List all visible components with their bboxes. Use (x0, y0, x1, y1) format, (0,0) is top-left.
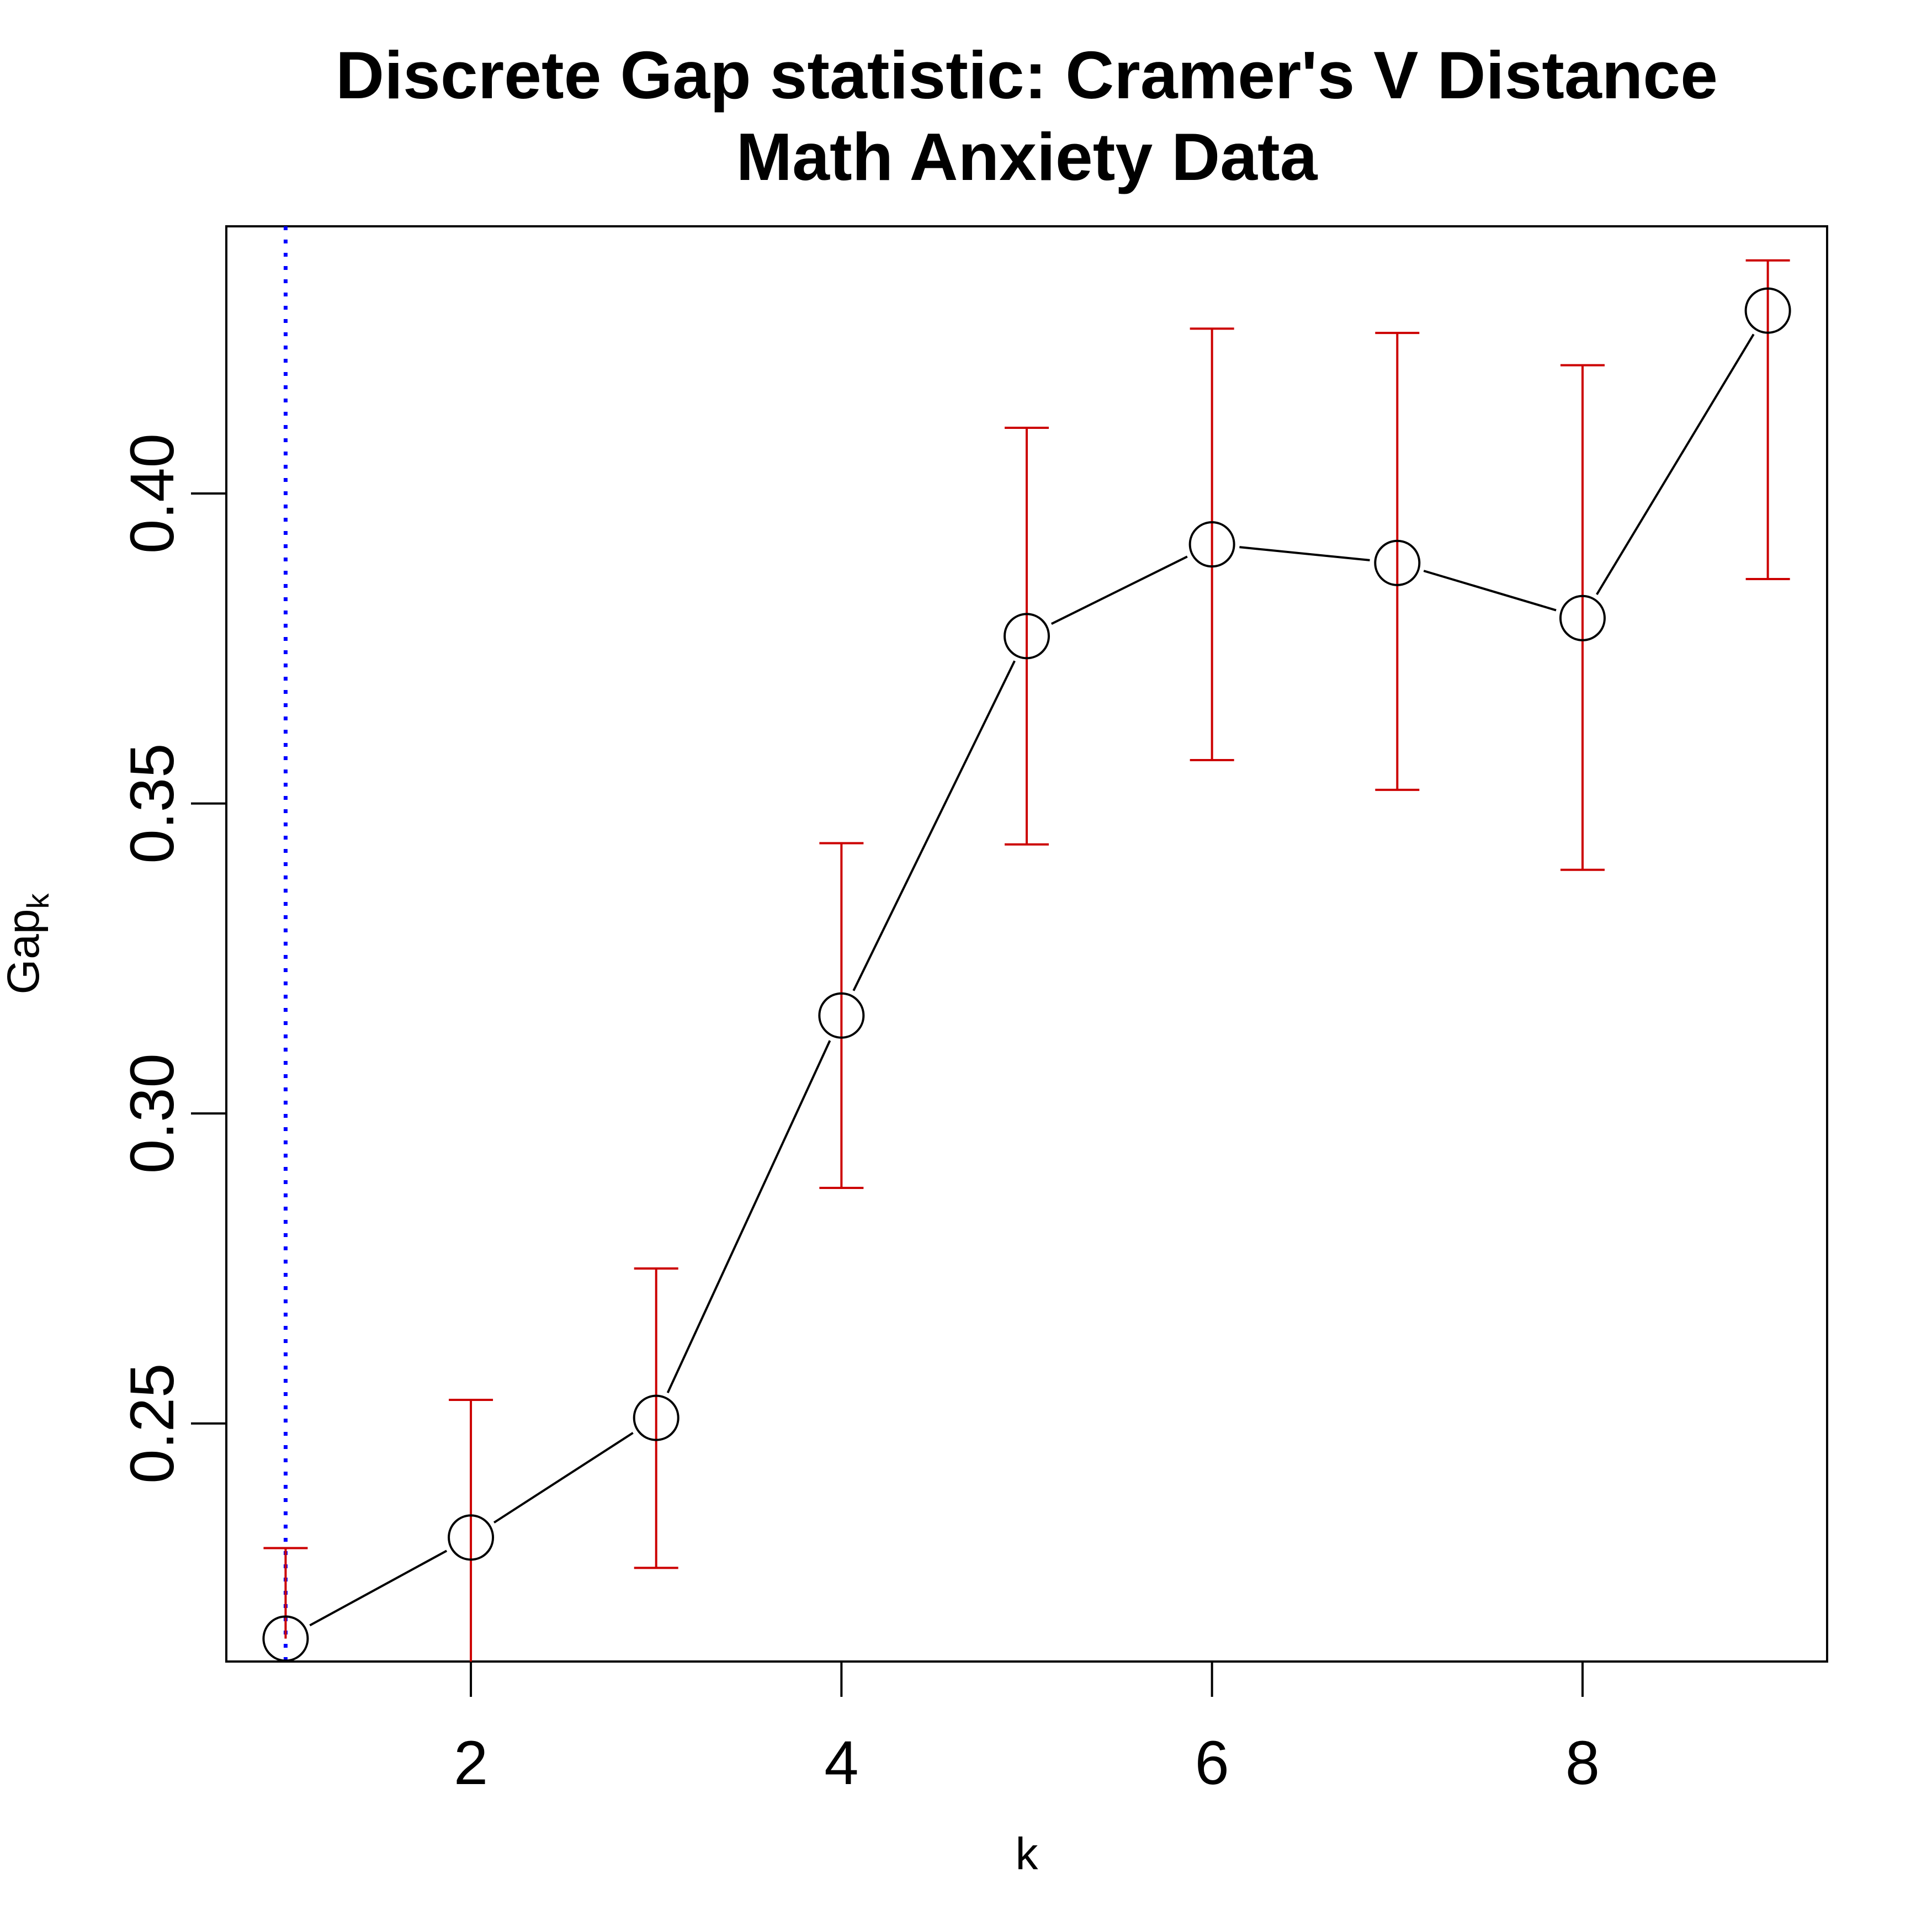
x-tick-label: 2 (454, 1728, 488, 1797)
data-point (448, 1514, 495, 1561)
series-line-segment (1050, 555, 1188, 625)
x-tick-label: 4 (824, 1728, 858, 1797)
error-bar (1375, 332, 1420, 791)
error-bar (1005, 427, 1049, 846)
data-point (1559, 595, 1606, 641)
data-point (262, 1615, 309, 1662)
series-line-segment (1239, 546, 1370, 561)
y-axis-label: Gapk (0, 893, 55, 995)
error-bar (1745, 259, 1790, 581)
x-tick-label: 8 (1565, 1728, 1600, 1797)
y-axis: 0.25 0.30 0.35 0.40 (118, 433, 226, 1484)
error-bars-layer (263, 259, 1790, 1662)
x-axis-label: k (1016, 1829, 1039, 1879)
data-point (1374, 539, 1421, 586)
series-line-segment (1596, 333, 1755, 596)
y-tick-label: 0.40 (118, 433, 187, 554)
x-axis: 2 4 6 8 (454, 1662, 1600, 1797)
y-tick-label: 0.35 (118, 744, 187, 864)
x-tick-label: 6 (1195, 1728, 1229, 1797)
error-bar (1560, 364, 1605, 871)
svg-text:Gapk: Gapk (0, 893, 55, 995)
data-point (1188, 521, 1235, 568)
y-axis-label-subscript: k (20, 893, 55, 909)
data-point (1744, 287, 1791, 334)
y-axis-label-main: Gap (0, 909, 49, 995)
error-bar (1190, 327, 1234, 761)
series-line-segment (309, 1549, 448, 1627)
series-line-segment (493, 1432, 634, 1524)
error-bar (263, 1547, 308, 1639)
series-line-segment (852, 660, 1016, 991)
y-tick-label: 0.25 (118, 1363, 187, 1484)
error-bar (449, 1399, 493, 1662)
chart-subtitle: Math Anxiety Data (736, 119, 1318, 194)
y-tick-label: 0.30 (118, 1053, 187, 1174)
series-line-segment (1423, 570, 1557, 612)
plot-frame (225, 225, 1828, 1663)
data-point (633, 1394, 680, 1441)
series-line-segment (666, 1040, 831, 1394)
error-bar (634, 1267, 678, 1569)
error-bar (819, 842, 864, 1189)
points-layer (262, 287, 1791, 1662)
series-line-layer (309, 333, 1755, 1627)
chart-title: Discrete Gap statistic: Cramer's V Dista… (336, 38, 1718, 113)
data-point (818, 992, 865, 1039)
data-point (1004, 613, 1050, 660)
